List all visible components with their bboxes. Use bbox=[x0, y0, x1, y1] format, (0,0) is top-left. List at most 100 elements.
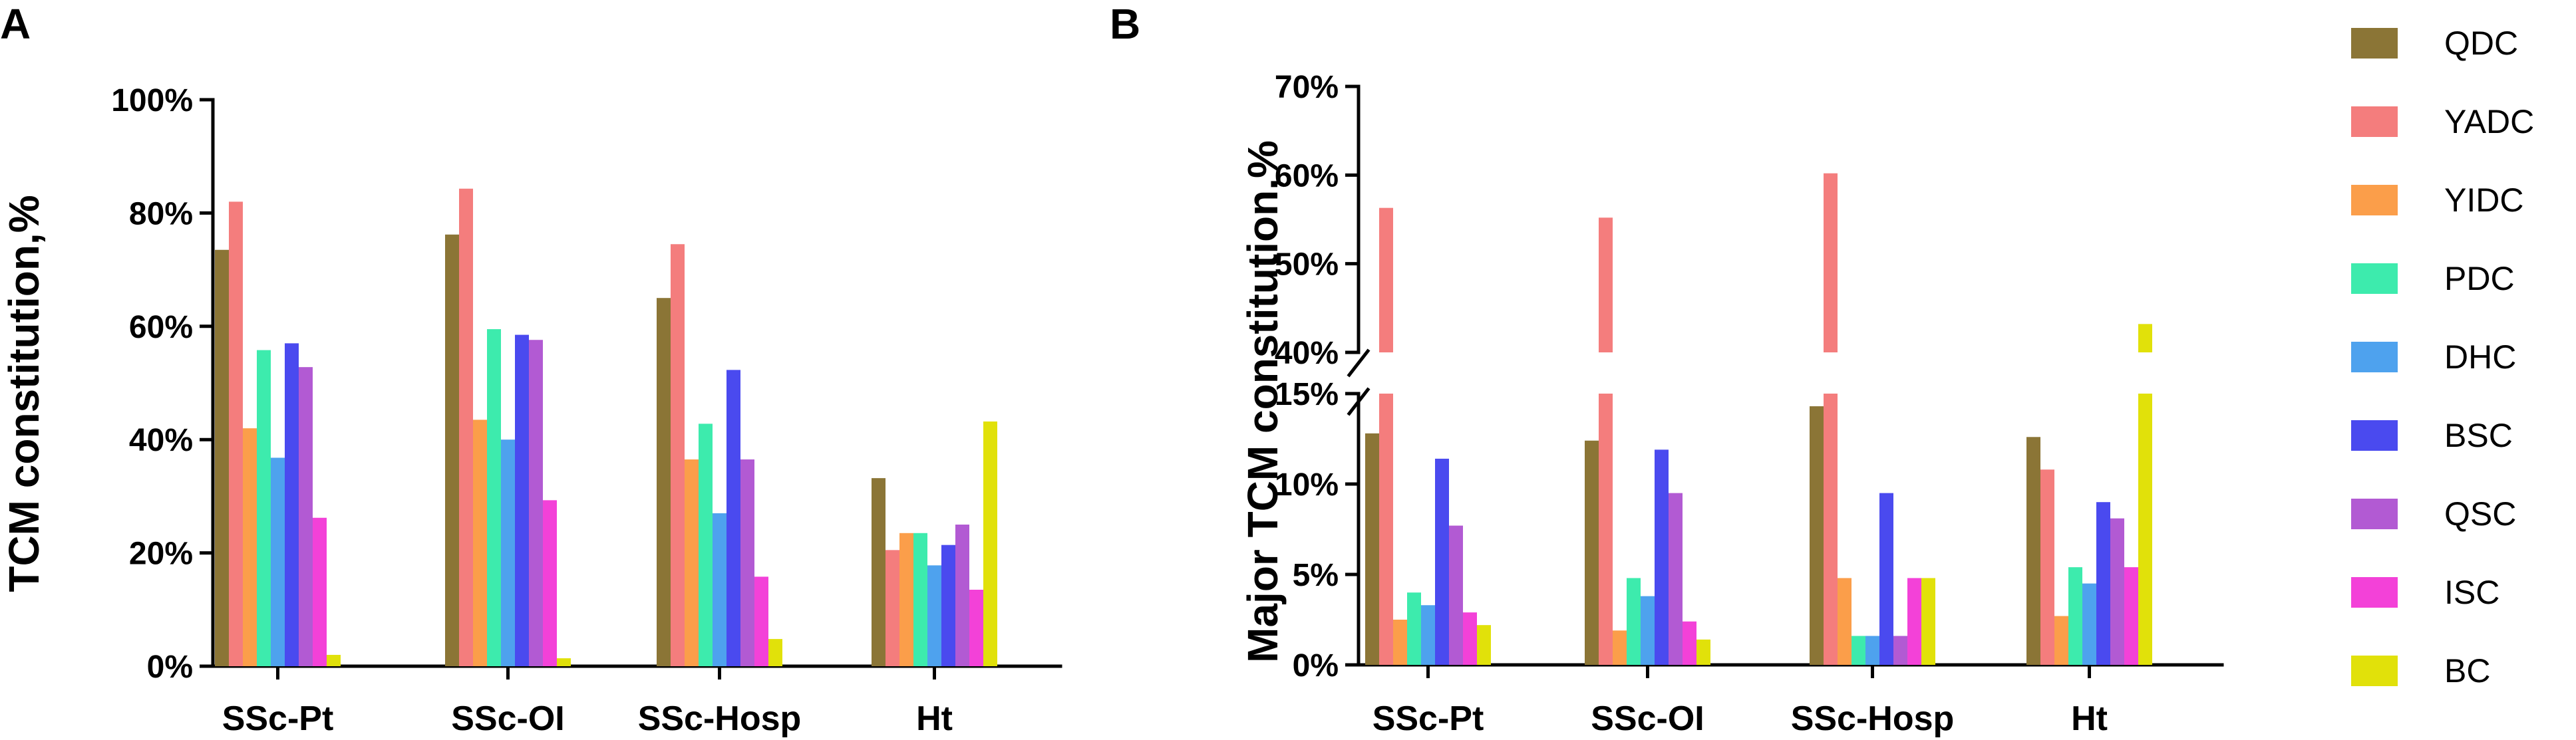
legend-label-yadc: YADC bbox=[2444, 103, 2534, 140]
panel-b-bar-ssc-oi-qdc bbox=[1585, 440, 1599, 665]
panel-b-y-tick-label: 10% bbox=[1275, 467, 1339, 503]
panel-a-bar-ssc-hosp-qsc bbox=[740, 459, 754, 666]
panel-b-bar-ssc-hosp-isc bbox=[1907, 578, 1921, 665]
panel-b-category-label: Ht bbox=[2071, 699, 2108, 738]
panel-b-bar-ssc-oi-bc bbox=[1696, 639, 1710, 665]
panel-a-labels: 0% 20% 40% 60% 80% 100% SSc-Pt SSc-OI SSc-Hosp Ht bbox=[111, 83, 953, 738]
panel-a-bar-ssc-hosp-isc bbox=[754, 576, 768, 666]
panel-b-bar-ssc-hosp-bc bbox=[1921, 578, 1935, 665]
panel-b-bar-ssc-pt-yidc bbox=[1393, 620, 1407, 665]
panel-b-bar-ssc-pt-qdc bbox=[1365, 433, 1379, 665]
panel-a-bar-ssc-pt-yidc bbox=[243, 428, 257, 666]
panel-b-labels: 0% 5% 10% 15% 40% 50% 60% 70% SSc-Pt SSc-OI SSc-Ho… bbox=[1275, 70, 2108, 738]
panel-a-bar-ssc-oi-pdc bbox=[487, 329, 501, 666]
panel-a-bar-ssc-oi-isc bbox=[543, 500, 557, 666]
panel-a-bar-ssc-oi-bc bbox=[557, 658, 571, 666]
panel-a-category-label: Ht bbox=[916, 699, 953, 738]
panel-a-bar-ssc-hosp-yadc bbox=[671, 244, 685, 666]
panel-a-y-tick-label: 40% bbox=[129, 423, 193, 458]
panel-b-y-tick-label: 5% bbox=[1293, 558, 1339, 593]
panel-b-bar-ssc-oi-pdc bbox=[1627, 578, 1641, 665]
panel-a-bar-ssc-pt-pdc bbox=[257, 350, 271, 666]
legend-swatch-isc bbox=[2351, 577, 2398, 608]
panel-a: A TCM constitution,% 0% 20% 40% 60% 80% 100% S… bbox=[0, 0, 1062, 738]
panel-b-bar-ssc-hosp-yidc bbox=[1838, 578, 1852, 665]
legend-swatch-bsc bbox=[2351, 420, 2398, 451]
panel-a-category-label: SSc-OI bbox=[451, 699, 565, 738]
panel-a-bar-ssc-oi-qdc bbox=[445, 234, 459, 666]
panel-a-bar-ssc-pt-isc bbox=[313, 517, 327, 666]
panel-b-axis-break-mark-lower bbox=[1347, 387, 1370, 416]
panel-a-bar-ht-isc bbox=[969, 589, 983, 666]
panel-a-letter: A bbox=[0, 0, 31, 48]
panel-b-y-tick-label: 70% bbox=[1275, 70, 1339, 105]
legend-label-qdc: QDC bbox=[2444, 25, 2518, 62]
panel-a-bar-ht-qsc bbox=[955, 525, 969, 666]
panel-b-category-label: SSc-Hosp bbox=[1791, 699, 1955, 738]
panel-a-bar-ssc-hosp-pdc bbox=[699, 424, 713, 666]
panel-b-y-tick-label: 15% bbox=[1275, 377, 1339, 412]
panel-a-category-label: SSc-Hosp bbox=[638, 699, 802, 738]
panel-b-bar-ssc-pt-dhc bbox=[1421, 605, 1435, 665]
panel-b-bar-ht-yidc bbox=[2054, 616, 2068, 665]
panel-a-bar-ssc-hosp-dhc bbox=[713, 513, 726, 666]
panel-b-bar-ssc-pt-qsc bbox=[1449, 525, 1463, 665]
panel-b-bar-ssc-oi-bsc bbox=[1655, 449, 1669, 665]
legend-swatch-bc bbox=[2351, 656, 2398, 686]
panel-a-bar-ht-qdc bbox=[872, 478, 886, 666]
panel-b-bar-ssc-hosp-qsc bbox=[1893, 636, 1907, 665]
panel-b-bar-ssc-hosp-qdc bbox=[1810, 406, 1824, 665]
panel-a-bar-ssc-oi-yadc bbox=[459, 188, 473, 666]
panel-b-bar-ht-pdc bbox=[2068, 567, 2082, 665]
panel-a-bar-ssc-hosp-bsc bbox=[726, 370, 740, 666]
panel-a-bars bbox=[215, 188, 997, 666]
panel-a-bar-ssc-hosp-qdc bbox=[657, 298, 671, 666]
legend-swatch-yidc bbox=[2351, 185, 2398, 215]
panel-a-bar-ht-bc bbox=[983, 421, 997, 666]
panel-a-bar-ht-dhc bbox=[927, 565, 941, 666]
panel-b-bar-ssc-hosp-dhc bbox=[1865, 636, 1879, 665]
panel-b-bar-ht-isc bbox=[2124, 567, 2138, 665]
panel-a-y-tick-label: 100% bbox=[111, 83, 193, 118]
panel-a-bar-ssc-pt-bsc bbox=[285, 343, 299, 666]
legend-swatch-qsc bbox=[2351, 499, 2398, 529]
panel-a-bar-ht-bsc bbox=[941, 545, 955, 666]
legend-label-qsc: QSC bbox=[2444, 495, 2516, 533]
panel-a-y-tick-label: 80% bbox=[129, 196, 193, 231]
panel-b-bar-ssc-oi-yidc bbox=[1613, 630, 1627, 665]
panel-b-bar-ssc-oi-qsc bbox=[1669, 493, 1683, 665]
legend-label-yidc: YIDC bbox=[2444, 182, 2523, 219]
panel-b-axis-break-mark-upper bbox=[1347, 348, 1370, 378]
panel-a-bar-ssc-oi-qsc bbox=[529, 340, 543, 666]
panel-b-bar-ssc-pt-isc bbox=[1463, 612, 1477, 665]
legend-swatch-qdc bbox=[2351, 28, 2398, 59]
panel-b-bar-ssc-hosp-yadc-upper bbox=[1824, 173, 1838, 352]
panel-b-letter: B bbox=[1110, 0, 1140, 48]
panel-b-bar-ht-bsc bbox=[2096, 502, 2110, 665]
panel-b-y-tick-label: 50% bbox=[1275, 247, 1339, 283]
legend-swatch-pdc bbox=[2351, 263, 2398, 294]
legend-label-isc: ISC bbox=[2444, 574, 2499, 611]
panel-b-y-tick-label: 0% bbox=[1293, 648, 1339, 683]
panel-a-y-tick-label: 20% bbox=[129, 537, 193, 572]
panel-a-bar-ssc-pt-yadc bbox=[229, 201, 243, 666]
panel-b-bars bbox=[1365, 173, 2152, 665]
panel-a-bar-ht-pdc bbox=[913, 533, 927, 666]
legend-label-bc: BC bbox=[2444, 652, 2490, 689]
legend-label-bsc: BSC bbox=[2444, 417, 2513, 454]
legend-swatch-yadc bbox=[2351, 106, 2398, 137]
panel-b-y-axis-label: Major TCM constitution,% bbox=[1239, 140, 1287, 663]
panel-a-bar-ssc-oi-bsc bbox=[515, 334, 529, 666]
panel-b: B Major TCM constitution,% 0% 5% 10% 15% 40%… bbox=[1110, 0, 2224, 738]
panel-b-bar-ht-yadc bbox=[2040, 469, 2054, 665]
panel-a-bar-ssc-pt-bc bbox=[327, 654, 341, 666]
panel-b-category-label: SSc-Pt bbox=[1372, 699, 1484, 738]
panel-b-bar-ssc-hosp-pdc bbox=[1852, 636, 1865, 665]
legend-label-dhc: DHC bbox=[2444, 338, 2516, 376]
panel-b-bar-ht-bc-lower bbox=[2138, 394, 2152, 665]
panel-b-bar-ht-dhc bbox=[2082, 583, 2096, 665]
panel-b-bar-ssc-pt-yadc-upper bbox=[1379, 207, 1393, 352]
panel-a-bar-ht-yidc bbox=[899, 533, 913, 666]
panel-a-category-label: SSc-Pt bbox=[222, 699, 334, 738]
